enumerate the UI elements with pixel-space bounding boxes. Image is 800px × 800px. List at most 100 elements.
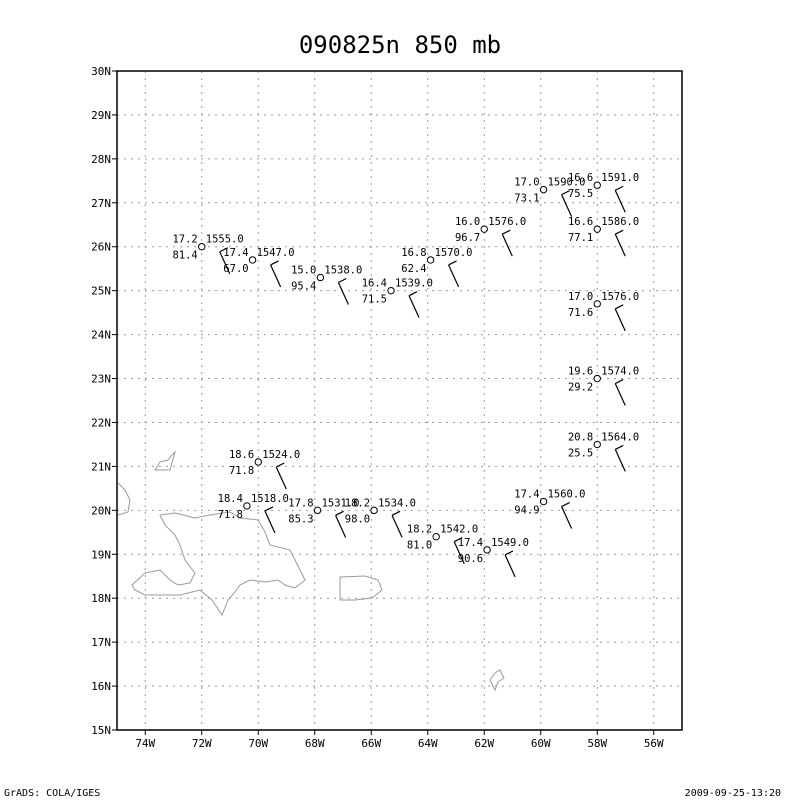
station-rh: 71.6 [568, 307, 593, 319]
station-plot: 18.2 98.0 1534.0 [345, 497, 416, 538]
wind-barb [337, 277, 349, 305]
station-height: 1591.0 [601, 172, 639, 184]
station-marker [313, 506, 322, 515]
y-tick-label: 16N [91, 680, 111, 693]
wind-barb [453, 537, 465, 564]
stations: 17.2 81.4 1555.017.467.01547.015.095.41538… [172, 172, 639, 578]
station-height: 1574.0 [601, 366, 639, 378]
station-temp: 16.8 [401, 247, 426, 259]
axis-labels: 74W 72W 70W 68W 66W 64W 62W 60W 58W 56W 15N 16N 17N 1… [91, 65, 664, 750]
station-temp: 20.8 [568, 431, 593, 443]
wind-barb [391, 510, 403, 538]
station-marker [387, 286, 395, 295]
station-height: 1539.0 [395, 278, 433, 290]
y-tick-label: 24N [91, 329, 111, 342]
station-marker [593, 440, 601, 449]
x-tick-label: 74W [135, 737, 155, 750]
station-plot: 17.0 73.1 1590.0 [514, 177, 586, 217]
station-rh: 25.5 [568, 447, 593, 459]
station-temp: 16.6 [568, 216, 593, 228]
station-plot: 16.4 71.5 1539.0 [362, 278, 433, 318]
footer-timestamp: 2009-09-25-13:20 [685, 788, 781, 799]
station-height: 1542.0 [440, 524, 478, 536]
station-rh: 95.4 [291, 280, 316, 292]
station-temp: 17.0 [514, 177, 539, 189]
y-tick-label: 15N [91, 724, 111, 737]
x-tick-label: 64W [418, 737, 438, 750]
station-plot: 18.6 71.8 1524.0 [229, 449, 300, 490]
station-plot: 17.0 71.6 1576.0 [568, 291, 639, 332]
wind-barb [504, 550, 516, 578]
station-rh: 71.8 [229, 465, 254, 477]
y-tick-label: 22N [91, 416, 111, 429]
map-title: 090825n 850 mb [299, 31, 501, 59]
x-tick-label: 66W [361, 737, 381, 750]
x-tick-label: 62W [474, 737, 494, 750]
station-marker [480, 225, 488, 233]
station-rh: 71.5 [362, 294, 387, 306]
station-rh: 77.1 [568, 232, 593, 244]
station-plot: 19.6 29.2 1574.0 [568, 366, 639, 406]
station-plot: 16.8 62.4 1570.0 [401, 247, 473, 288]
wind-barb [448, 260, 460, 288]
station-marker [432, 532, 440, 541]
station-plot: 16.6 75.5 1591.0 [568, 172, 639, 213]
y-tick-label: 20N [91, 504, 111, 517]
wind-barb [264, 506, 276, 534]
cuba-tip-coast [117, 482, 131, 516]
bahamas-islet-coast [154, 450, 176, 471]
station-plot: 17.4 90.6 1549.0 [458, 537, 529, 578]
y-tick-label: 17N [91, 636, 111, 649]
station-marker [370, 506, 378, 515]
y-tick-label: 23N [91, 373, 111, 386]
y-tick-label: 18N [91, 592, 111, 605]
station-plot: 17.8 85.3 1531.0 [288, 497, 360, 538]
station-rh: 73.1 [514, 193, 539, 205]
station-marker [539, 497, 548, 506]
station-plot: 18.2 81.0 1542.0 [407, 524, 478, 564]
station-rh: 62.4 [401, 263, 426, 275]
station-temp: 17.4 [223, 247, 248, 259]
x-tick-label: 72W [192, 737, 212, 750]
y-tick-label: 25N [91, 285, 111, 298]
station-temp: 16.6 [568, 172, 593, 184]
x-tick-label: 58W [587, 737, 607, 750]
y-tick-label: 19N [91, 548, 111, 561]
station-rh: 81.4 [172, 250, 197, 262]
x-tick-label: 70W [248, 737, 268, 750]
coastlines [117, 450, 505, 692]
station-temp: 18.4 [218, 493, 243, 505]
station-rh: 98.0 [345, 513, 370, 525]
station-marker [426, 256, 435, 264]
footer-credit: GrADS: COLA/IGES [4, 788, 100, 799]
wind-barb [335, 510, 347, 538]
station-plot: 18.4 71.8 1518.0 [218, 493, 289, 534]
y-tick-label: 21N [91, 460, 111, 473]
station-marker [198, 243, 206, 251]
station-marker [254, 458, 262, 466]
wind-barb [275, 462, 287, 490]
station-temp: 17.4 [458, 537, 483, 549]
station-temp: 17.2 [172, 234, 197, 246]
wind-barb [614, 444, 626, 472]
station-rh: 29.2 [568, 382, 593, 394]
station-height: 1576.0 [601, 291, 639, 303]
wind-barb [614, 378, 626, 406]
station-temp: 18.2 [407, 524, 432, 536]
station-marker [593, 225, 601, 233]
station-plot: 15.0 95.4 1538.0 [291, 264, 362, 305]
station-marker [539, 185, 548, 194]
station-height: 1555.0 [206, 234, 244, 246]
wind-barb [561, 190, 573, 217]
station-plot: 17.4 67.0 1547.0 [223, 247, 295, 288]
station-plot: 16.0 96.7 1576.0 [455, 216, 526, 257]
station-height: 1547.0 [257, 247, 295, 259]
wind-barb [561, 502, 573, 529]
wind-barb [614, 304, 626, 332]
station-rh: 71.8 [218, 509, 243, 521]
station-rh: 90.6 [458, 553, 483, 565]
wind-barb [501, 229, 513, 257]
station-plot: 16.6 77.1 1586.0 [568, 216, 639, 257]
station-marker [483, 546, 491, 554]
